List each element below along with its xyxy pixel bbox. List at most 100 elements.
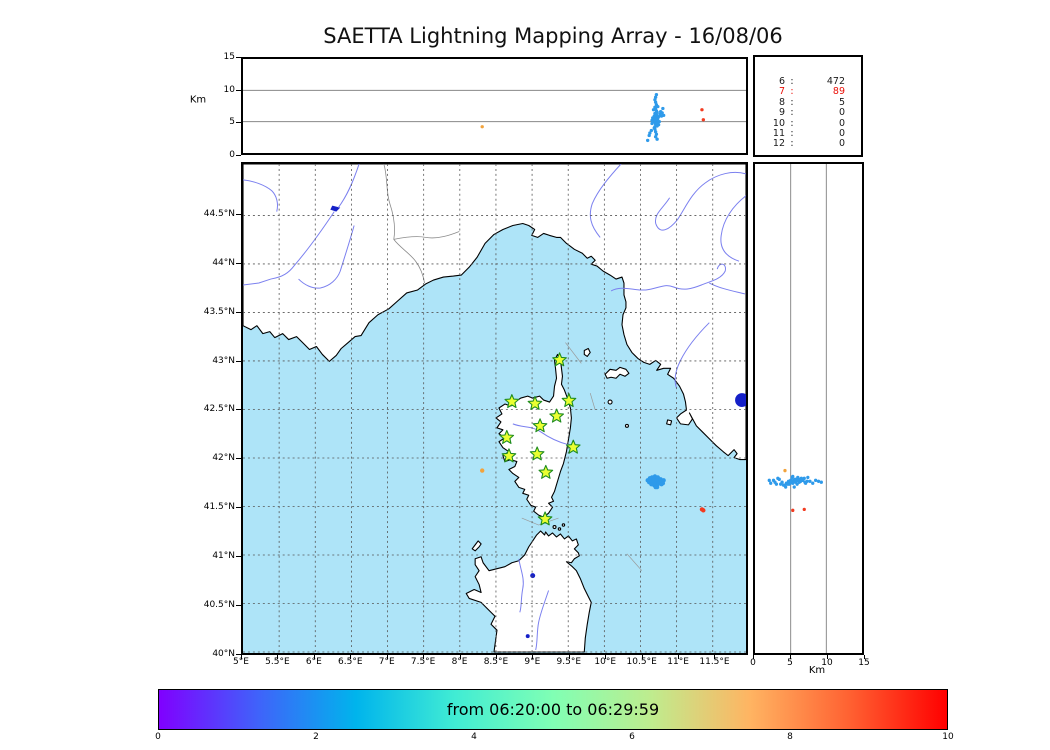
lightning-point — [661, 106, 665, 111]
station-count: 10 — [772, 117, 785, 129]
lightning-point — [649, 128, 654, 133]
source-count: 472 — [826, 76, 845, 87]
map-lon-tick — [714, 655, 716, 659]
colorbar-tick-label: 4 — [471, 732, 477, 742]
map-lat-tick-label: 43°N — [212, 355, 235, 366]
island-montecristo — [624, 423, 629, 428]
lake-bolsena — [735, 393, 746, 408]
lightning-point — [701, 118, 706, 122]
island-asinara — [471, 540, 482, 552]
station-count: 7 — [778, 86, 785, 98]
lightning-point — [813, 478, 818, 482]
right-altitude-tick — [827, 655, 828, 659]
lightning-point — [650, 121, 654, 126]
station-star-marker — [538, 464, 554, 479]
lightning-point — [769, 481, 773, 485]
coastline-mainland — [243, 164, 746, 461]
page-title: SAETTA Lightning Mapping Array - 16/08/0… — [323, 24, 783, 48]
station-count-row: 11:0 — [755, 128, 861, 140]
map-lat-tick — [236, 458, 241, 460]
lightning-point — [653, 98, 657, 102]
lightning-points-map — [480, 468, 706, 513]
station-markers — [499, 352, 581, 526]
right-altitude-tick-label: 0 — [750, 658, 756, 668]
station-count-row: 6:472 — [755, 76, 861, 87]
route-line — [589, 393, 596, 411]
lightning-points-top — [480, 93, 706, 143]
lightning-point — [773, 480, 777, 484]
station-count-row: 8:5 — [755, 96, 861, 108]
source-count: 0 — [838, 107, 845, 119]
station-count-row: 10:0 — [755, 117, 861, 129]
right-altitude-tick-label: 5 — [787, 658, 793, 668]
station-counts-table: 6:472 7:89 8:5 9:0 10:0 11:0 12:0 — [755, 57, 861, 150]
river-arno — [610, 263, 726, 292]
altitude-latitude-plot — [767, 164, 827, 653]
lightning-point — [796, 478, 800, 482]
station-count: 8 — [778, 96, 785, 108]
island-maddalena — [561, 523, 566, 527]
lightning-point — [653, 118, 657, 122]
map-lon-tick — [568, 655, 570, 659]
route-line — [565, 342, 582, 364]
map-lon-tick — [277, 655, 279, 659]
map-lat-tick — [236, 262, 241, 264]
right-altitude-tick — [864, 655, 865, 659]
map-lat-tick-label: 43.5°N — [203, 306, 235, 317]
lightning-point — [791, 481, 795, 485]
top-altitude-tick-label: 10 — [223, 84, 235, 95]
lightning-point — [651, 108, 656, 112]
station-count-row: 7:89 — [755, 86, 861, 98]
lightning-point — [661, 478, 666, 483]
time-colorbar: from 06:20:00 to 06:29:59 — [158, 689, 948, 730]
map-lat-tick — [236, 605, 241, 607]
lightning-point — [806, 475, 810, 480]
lightning-point — [480, 468, 485, 473]
lightning-point — [654, 132, 659, 136]
map-lon-tick — [313, 655, 315, 659]
lightning-point — [657, 120, 661, 124]
map-lon-tick-label: 11°E — [667, 657, 689, 667]
top-altitude-tick — [236, 57, 241, 58]
map-lon-tick — [350, 655, 352, 659]
colorbar-tick-label: 10 — [942, 732, 954, 742]
river-rhone-branch — [243, 179, 278, 212]
station-star-marker — [527, 395, 543, 410]
lightning-point — [661, 113, 666, 118]
source-count: 0 — [838, 117, 845, 129]
lightning-point — [779, 482, 783, 486]
lightning-point — [653, 95, 658, 99]
map-lat-tick — [236, 311, 241, 313]
map-lat-tick — [236, 213, 241, 215]
map-panel — [241, 162, 748, 655]
map-lon-tick — [495, 655, 497, 659]
lightning-point — [656, 105, 660, 109]
map-lon-tick-label: 11.5°E — [699, 657, 730, 667]
map-lon-tick-label: 6.5°E — [338, 657, 363, 667]
coastline-sardinia — [465, 530, 592, 653]
map-lat-tick-label: 44°N — [212, 257, 235, 268]
map-lon-tick — [459, 655, 461, 659]
lightning-points-right — [767, 468, 823, 513]
island-maddalena — [557, 527, 562, 531]
station-count: 11 — [772, 128, 785, 140]
lightning-point — [816, 479, 821, 483]
river-durance-lower — [243, 211, 335, 286]
lightning-point — [653, 135, 658, 139]
river-tirso — [535, 590, 550, 651]
altitude-axis-label-top: Km — [189, 94, 207, 106]
lake-coghinas — [530, 573, 536, 579]
map-lon-tick-label: 6°E — [305, 657, 322, 667]
lightning-point — [660, 111, 664, 115]
lightning-point — [480, 125, 484, 129]
station-counts-panel: 6:472 7:89 8:5 9:0 10:0 11:0 12:0 — [753, 55, 863, 157]
time-window-label: from 06:20:00 to 06:29:59 — [446, 700, 660, 719]
longitude-altitude-panel — [241, 57, 748, 155]
top-altitude-tick — [236, 89, 241, 91]
altitude-latitude-panel — [753, 162, 864, 655]
lightning-point — [654, 93, 659, 97]
map-lon-tick — [532, 655, 534, 659]
map-lat-tick-label: 40°N — [212, 649, 235, 660]
map-lon-tick-label: 8.5°E — [483, 657, 509, 667]
lake-sardinia — [525, 634, 530, 639]
